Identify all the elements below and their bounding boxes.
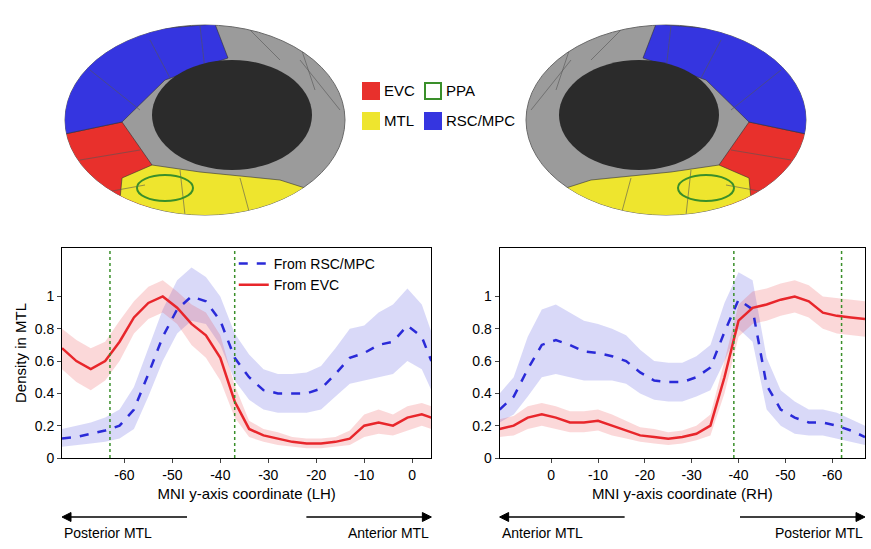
svg-text:0: 0: [547, 467, 555, 483]
svg-text:Anterior MTL: Anterior MTL: [502, 525, 583, 541]
svg-text:-30: -30: [258, 467, 278, 483]
svg-text:0: 0: [408, 467, 416, 483]
svg-text:Anterior MTL: Anterior MTL: [348, 525, 429, 541]
svg-text:MNI y-axis coordinate (LH): MNI y-axis coordinate (LH): [157, 485, 335, 502]
svg-text:-50: -50: [775, 467, 795, 483]
svg-text:PPA: PPA: [446, 82, 475, 99]
svg-text:0.8: 0.8: [472, 321, 492, 337]
svg-text:0: 0: [484, 450, 492, 466]
svg-text:-10: -10: [588, 467, 608, 483]
svg-text:From RSC/MPC: From RSC/MPC: [274, 256, 375, 272]
svg-text:0.2: 0.2: [35, 418, 55, 434]
svg-text:-40: -40: [210, 467, 230, 483]
svg-text:MNI y-axis coordinate (RH): MNI y-axis coordinate (RH): [592, 485, 773, 502]
svg-text:-10: -10: [354, 467, 374, 483]
svg-text:Density in MTL: Density in MTL: [12, 303, 29, 403]
svg-text:1: 1: [484, 288, 492, 304]
svg-text:-40: -40: [728, 467, 748, 483]
svg-text:0.8: 0.8: [35, 321, 55, 337]
svg-text:-50: -50: [162, 467, 182, 483]
svg-text:0.2: 0.2: [472, 418, 492, 434]
svg-text:1: 1: [46, 288, 54, 304]
svg-text:-60: -60: [114, 467, 134, 483]
svg-text:From EVC: From EVC: [274, 277, 339, 293]
svg-text:RSC/MPC: RSC/MPC: [446, 112, 515, 129]
svg-text:MTL: MTL: [384, 112, 414, 129]
svg-text:Posterior MTL: Posterior MTL: [64, 525, 152, 541]
svg-text:-30: -30: [682, 467, 702, 483]
svg-text:0.4: 0.4: [35, 385, 55, 401]
svg-text:EVC: EVC: [384, 82, 415, 99]
svg-text:0.6: 0.6: [472, 353, 492, 369]
svg-text:0.4: 0.4: [472, 385, 492, 401]
svg-text:-20: -20: [306, 467, 326, 483]
svg-text:-20: -20: [635, 467, 655, 483]
svg-text:0.6: 0.6: [35, 353, 55, 369]
svg-text:-60: -60: [822, 467, 842, 483]
svg-text:0: 0: [46, 450, 54, 466]
svg-text:Posterior MTL: Posterior MTL: [775, 525, 863, 541]
